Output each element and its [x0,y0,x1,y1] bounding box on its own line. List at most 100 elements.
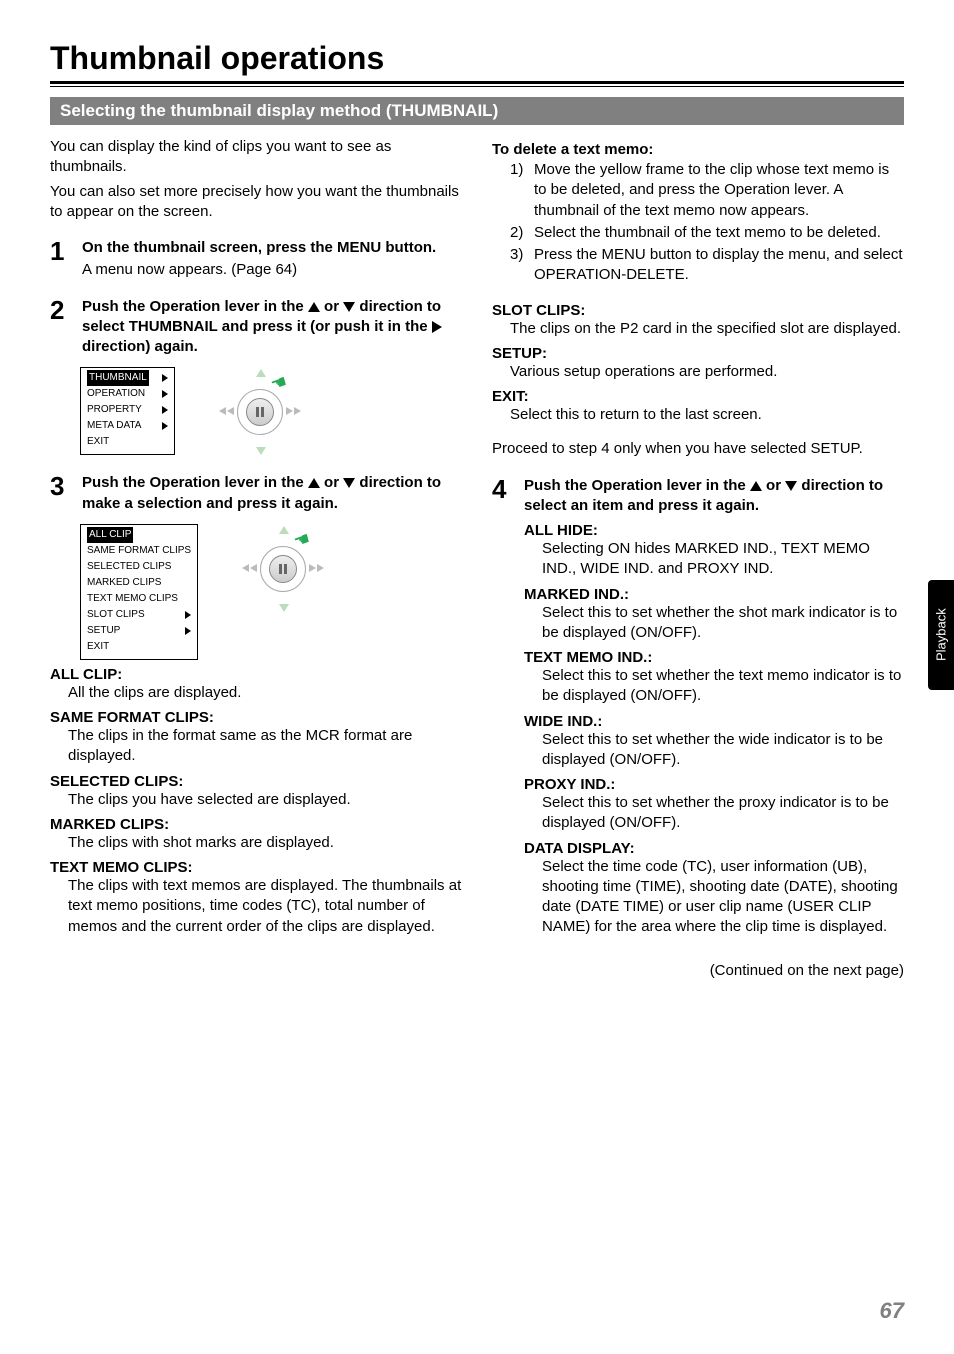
submenu-arrow-icon [162,422,168,430]
step-2-text-d: direction) again. [82,338,198,355]
term-marked: MARKED CLIPS: The clips with shot marks … [50,816,462,853]
term-selected-body: The clips you have selected are displaye… [68,790,462,810]
step-1-number: 1 [50,238,82,264]
page-title: Thumbnail operations [50,40,904,77]
menu1-exit: EXIT [87,434,168,450]
menu2-sameformat: SAME FORMAT CLIPS [87,543,191,559]
menu1-thumbnail: THUMBNAIL [87,370,168,386]
up-triangle-icon [308,478,320,488]
joystick-right-icon [317,564,324,572]
submenu-arrow-icon [162,406,168,414]
term-setup: SETUP: Various setup operations are perf… [492,345,904,382]
term-exit-head: EXIT: [492,388,904,405]
step-1-sub: A menu now appears. (Page 64) [82,260,462,280]
menu2-slot: SLOT CLIPS [87,607,191,623]
page-number: 67 [880,1298,904,1324]
left-column: You can display the kind of clips you wa… [50,137,462,979]
step-4-head: Push the Operation lever in the or direc… [524,476,904,517]
joystick-right-icon [286,407,293,415]
term-text-memo-ind-body: Select this to set whether the text memo… [542,666,904,707]
term-text-memo-head: TEXT MEMO CLIPS: [50,859,462,876]
joystick-left-icon [219,407,226,415]
continued-note: (Continued on the next page) [492,962,904,979]
intro-p2: You can also set more precisely how you … [50,182,462,223]
step-3: 3 Push the Operation lever in the or dir… [50,473,462,514]
term-setup-body: Various setup operations are performed. [510,362,904,382]
step-3-head: Push the Operation lever in the or direc… [82,473,462,514]
content-columns: You can display the kind of clips you wa… [50,137,904,979]
term-selected-head: SELECTED CLIPS: [50,773,462,790]
joystick-left-icon [227,407,234,415]
term-marked-head: MARKED CLIPS: [50,816,462,833]
menu2-setup: SETUP [87,623,191,639]
term-data-display-body: Select the time code (TC), user informat… [542,857,904,938]
step-3-number: 3 [50,473,82,499]
term-all-hide-head: ALL HIDE: [524,522,904,539]
section-bar: Selecting the thumbnail display method (… [50,97,904,125]
menu-box-1: THUMBNAIL OPERATION PROPERTY META DATA E… [80,367,175,455]
joystick-ring [237,389,283,435]
up-triangle-icon [308,302,320,312]
right-triangle-icon [432,321,442,333]
down-triangle-icon [785,481,797,491]
menu-box-2: ALL CLIP SAME FORMAT CLIPS SELECTED CLIP… [80,524,198,660]
term-same-format-body: The clips in the format same as the MCR … [68,726,462,767]
term-marked-ind: MARKED IND.: Select this to set whether … [524,586,904,644]
joystick-down-icon [279,604,289,612]
menu1-property: PROPERTY [87,402,168,418]
term-slot: SLOT CLIPS: The clips on the P2 card in … [492,302,904,339]
menu1-operation: OPERATION [87,386,168,402]
term-data-display-head: DATA DISPLAY: [524,840,904,857]
submenu-arrow-icon [185,627,191,635]
down-triangle-icon [343,302,355,312]
term-data-display: DATA DISPLAY: Select the time code (TC),… [524,840,904,938]
step-2-text-a: Push the Operation lever in the [82,298,308,315]
down-triangle-icon [343,478,355,488]
side-tab-playback: Playback [928,580,954,690]
delete-step-3: 3)Press the MENU button to display the m… [510,245,904,286]
submenu-arrow-icon [162,390,168,398]
term-exit-body: Select this to return to the last screen… [510,405,904,425]
term-all-clip-body: All the clips are displayed. [68,683,462,703]
term-text-memo-ind-head: TEXT MEMO IND.: [524,649,904,666]
menu-joystick-row-1: THUMBNAIL OPERATION PROPERTY META DATA E… [80,367,462,457]
term-proxy-ind-body: Select this to set whether the proxy ind… [542,793,904,834]
term-wide-ind: WIDE IND.: Select this to set whether th… [524,713,904,771]
term-exit: EXIT: Select this to return to the last … [492,388,904,425]
pause-icon [279,564,287,574]
menu2-marked: MARKED CLIPS [87,575,191,591]
step-2-text-b: or [320,298,343,315]
pause-icon [256,407,264,417]
term-all-clip: ALL CLIP: All the clips are displayed. [50,666,462,703]
menu2-selected: SELECTED CLIPS [87,559,191,575]
intro-p1: You can display the kind of clips you wa… [50,137,462,178]
step-1: 1 On the thumbnail screen, press the MEN… [50,238,462,281]
step-4: 4 Push the Operation lever in the or dir… [492,476,904,938]
delete-step-1: 1)Move the yellow frame to the clip whos… [510,160,904,221]
term-proxy-ind: PROXY IND.: Select this to set whether t… [524,776,904,834]
term-slot-head: SLOT CLIPS: [492,302,904,319]
delete-memo-head: To delete a text memo: [492,141,904,158]
joystick-right-icon [309,564,316,572]
joystick-left-icon [242,564,249,572]
term-all-hide-body: Selecting ON hides MARKED IND., TEXT MEM… [542,539,904,580]
menu2-textmemo: TEXT MEMO CLIPS [87,591,191,607]
step-3-text-b: or [320,474,343,491]
up-triangle-icon [750,481,762,491]
step-4-text-b: or [762,477,785,494]
term-text-memo-body: The clips with text memos are displayed.… [68,876,462,937]
term-wide-ind-body: Select this to set whether the wide indi… [542,730,904,771]
term-marked-ind-body: Select this to set whether the shot mark… [542,603,904,644]
proceed-note: Proceed to step 4 only when you have sel… [492,439,904,459]
step-2-number: 2 [50,297,82,323]
joystick-right-icon [294,407,301,415]
step-1-head: On the thumbnail screen, press the MENU … [82,238,462,258]
term-same-format-head: SAME FORMAT CLIPS: [50,709,462,726]
joystick-diagram: ☚ [238,524,328,614]
delete-step-2: 2)Select the thumbnail of the text memo … [510,223,904,243]
term-all-hide: ALL HIDE: Selecting ON hides MARKED IND.… [524,522,904,580]
term-setup-head: SETUP: [492,345,904,362]
term-all-clip-head: ALL CLIP: [50,666,462,683]
joystick-center [269,555,297,583]
joystick-up-icon [279,526,289,534]
